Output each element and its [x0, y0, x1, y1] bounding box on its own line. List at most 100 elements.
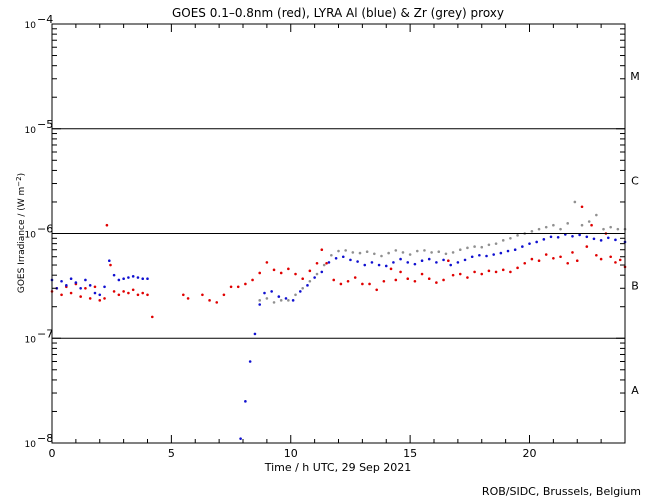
data-point — [521, 245, 524, 248]
data-point — [427, 277, 431, 281]
data-point — [74, 281, 78, 284]
data-point — [544, 225, 548, 229]
data-point — [387, 251, 390, 255]
data-point — [516, 266, 519, 270]
data-point — [122, 290, 125, 293]
x-tick-label: 5 — [168, 447, 175, 460]
data-point — [501, 268, 505, 272]
y-tick-exponent: −4 — [37, 13, 53, 26]
data-point — [466, 246, 469, 250]
series-2 — [258, 200, 627, 304]
data-point — [258, 299, 262, 302]
data-point — [382, 279, 386, 283]
data-point — [556, 235, 560, 239]
y-tick-label: 10 — [25, 21, 37, 31]
data-point — [112, 290, 116, 293]
data-point — [108, 259, 111, 263]
data-point — [456, 261, 460, 264]
data-point — [559, 255, 562, 259]
data-point — [614, 261, 617, 264]
data-point — [253, 332, 257, 336]
data-point — [480, 272, 484, 276]
data-point — [487, 243, 491, 247]
data-point — [384, 264, 388, 268]
data-point — [513, 248, 517, 252]
credit-text: ROB/SIDC, Brussels, Belgium — [482, 485, 641, 498]
data-point — [258, 271, 262, 275]
data-point — [93, 285, 97, 289]
y-axis-label: GOES Irradiance / (W m−2) — [15, 173, 27, 293]
y-tick-exponent: −8 — [37, 432, 53, 445]
data-point — [351, 251, 355, 254]
data-point — [69, 291, 73, 295]
data-point — [279, 299, 283, 302]
data-point — [265, 297, 269, 300]
data-point — [413, 279, 417, 283]
data-point — [487, 269, 491, 273]
data-point — [528, 242, 531, 245]
data-point — [435, 261, 438, 264]
data-point — [258, 303, 262, 306]
data-point — [580, 223, 584, 227]
data-point — [361, 282, 364, 286]
data-point — [494, 270, 498, 274]
data-point — [299, 290, 302, 293]
data-point — [535, 240, 538, 244]
data-point — [399, 270, 402, 274]
data-point — [141, 277, 145, 281]
data-point — [609, 225, 612, 229]
data-point — [420, 272, 424, 276]
data-point — [84, 286, 87, 290]
data-point — [578, 233, 581, 237]
data-point — [127, 291, 130, 295]
data-point — [358, 251, 362, 255]
data-point — [334, 256, 338, 260]
data-point — [368, 282, 371, 286]
data-point — [365, 250, 369, 254]
data-point — [322, 263, 326, 267]
data-point — [618, 258, 622, 262]
flare-class-label: A — [631, 384, 639, 397]
data-point — [435, 281, 438, 284]
data-point — [423, 249, 426, 252]
data-point — [88, 284, 92, 287]
data-point — [93, 291, 97, 295]
data-point — [109, 263, 112, 267]
data-point — [146, 277, 149, 281]
data-point — [239, 437, 242, 440]
data-point — [571, 235, 574, 238]
data-point — [306, 284, 309, 287]
data-point — [575, 259, 579, 263]
x-axis: 0 5 10 15 20 — [49, 24, 626, 460]
data-point — [112, 273, 116, 277]
data-point — [559, 227, 562, 231]
data-point — [244, 400, 247, 403]
data-point — [478, 253, 481, 257]
data-point — [566, 261, 569, 265]
data-point — [356, 260, 359, 263]
data-point — [599, 239, 603, 242]
data-point — [279, 271, 283, 275]
data-point — [272, 268, 276, 272]
x-tick-label: 10 — [284, 447, 298, 460]
y-tick-label: 10 — [25, 335, 37, 345]
data-point — [473, 245, 476, 248]
x-axis-label: Time / h UTC, 29 Sep 2021 — [264, 461, 412, 474]
data-point — [473, 270, 476, 274]
data-point — [294, 272, 297, 276]
data-point — [136, 276, 140, 279]
data-point — [389, 267, 393, 271]
data-point — [394, 278, 398, 282]
data-point — [470, 255, 474, 259]
data-point — [236, 285, 240, 289]
data-point — [201, 293, 204, 297]
data-point — [614, 238, 617, 242]
data-point — [60, 293, 63, 297]
data-point — [415, 249, 419, 253]
y-tick-label: 10 — [25, 231, 37, 241]
y-tick-exponent: −5 — [37, 118, 53, 131]
data-point — [353, 276, 357, 279]
data-point — [506, 249, 510, 253]
data-point — [222, 293, 226, 297]
data-point — [79, 286, 82, 290]
